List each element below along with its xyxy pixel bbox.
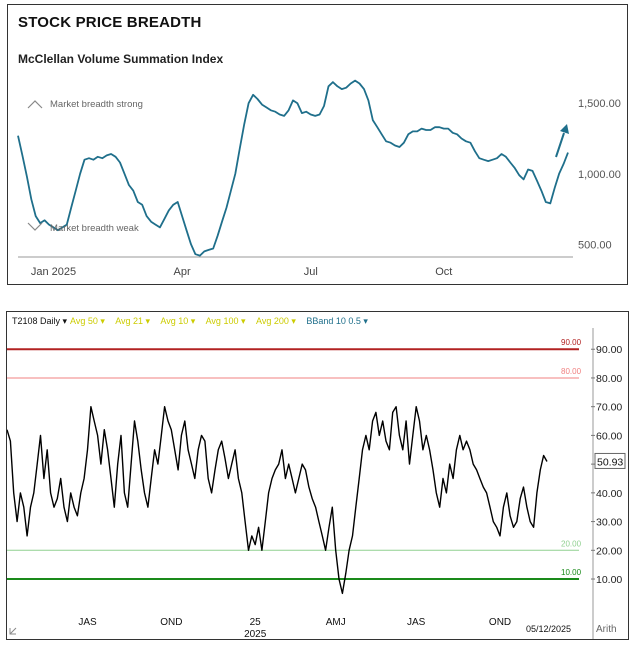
indicator-label: Avg 100 ▾ (206, 316, 246, 326)
x-tick-label: JAS (407, 617, 426, 628)
x-tick-label: OND (489, 617, 511, 628)
series-line (17, 79, 569, 257)
last-value-box (594, 452, 626, 469)
y-tick-label: 500.00 (578, 239, 612, 251)
chart-subtitle: McClellan Volume Summation Index (18, 52, 224, 66)
reference-line-label: 20.00 (561, 539, 582, 548)
x-tick-label: Oct (435, 266, 452, 278)
x-tick-label: OND (160, 617, 182, 628)
y-tick-label: 80.00 (596, 373, 622, 385)
summation-index-panel: STOCK PRICE BREADTH McClellan Volume Sum… (7, 4, 628, 285)
annotation-strong: Market breadth strong (50, 99, 143, 110)
reference-line-label: 80.00 (561, 367, 582, 376)
x-tick-label: Jan 2025 (31, 266, 76, 278)
indicator-label: Avg 10 ▾ (160, 316, 195, 326)
y-tick-label: 20.00 (596, 545, 622, 557)
y-tick-label: 30.00 (596, 517, 622, 529)
expand-icon (9, 627, 17, 635)
x-tick-label: AMJ (326, 617, 346, 628)
annotation-weak: Market breadth weak (50, 223, 139, 234)
arrow-head-icon (560, 124, 569, 134)
y-tick-label: 70.00 (596, 402, 622, 414)
y-tick-label: 60.00 (596, 430, 622, 442)
x-tick-label: 25 (250, 617, 262, 628)
t2108-panel: T2108 Daily ▾ Avg 50 ▾ Avg 21 ▾ Avg 10 ▾ Avg… (6, 311, 629, 640)
y-tick-label: 1,000.00 (578, 169, 621, 181)
series-line (7, 406, 548, 595)
panel-title: STOCK PRICE BREADTH (18, 14, 202, 31)
y-tick-label: 1,500.00 (578, 98, 621, 110)
indicator-label: Avg 200 ▾ (256, 316, 296, 326)
y-tick-label: 40.00 (596, 488, 622, 500)
chevron-up-icon (27, 100, 43, 109)
last-value-label: 50.93 (597, 456, 623, 468)
y-tick-label: 90.00 (596, 344, 622, 356)
x-tick-label: Apr (174, 266, 191, 278)
indicator-label: Avg 50 ▾ (70, 316, 105, 326)
summation-index-chart: 500.00 1,000.00 1,500.00 Jan 2025 Apr Jul Oct M… (17, 79, 621, 278)
symbol-label: T2108 Daily ▾ (12, 316, 68, 326)
indicator-label: BBand 10 0.5 ▾ (306, 316, 368, 326)
arrow-shaft (555, 132, 565, 158)
reference-line-label: 90.00 (561, 338, 582, 347)
reference-line-label: 10.00 (561, 568, 582, 577)
x-tick-year-label: 2025 (244, 629, 267, 639)
x-tick-label: Jul (304, 266, 318, 278)
scale-label: Arith (596, 624, 617, 635)
date-label: 05/12/2025 (526, 624, 571, 634)
indicator-label: Avg 21 ▾ (115, 316, 150, 326)
t2108-chart: T2108 Daily ▾ Avg 50 ▾ Avg 21 ▾ Avg 10 ▾ Avg… (7, 316, 626, 639)
chevron-down-icon (27, 222, 43, 231)
y-tick-label: 10.00 (596, 574, 622, 586)
x-tick-label: JAS (78, 617, 97, 628)
